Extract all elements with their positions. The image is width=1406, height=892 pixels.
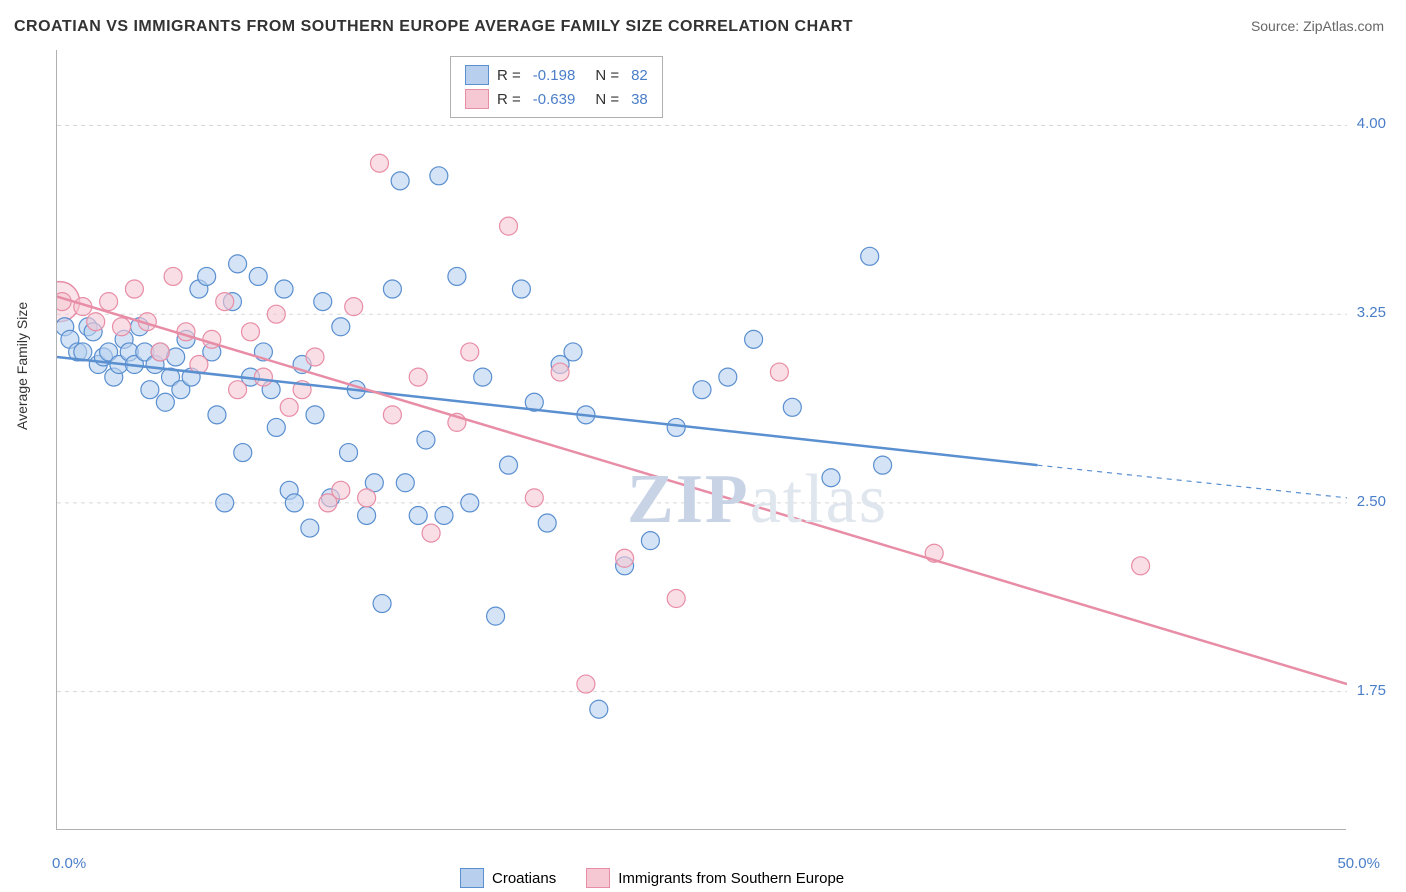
stats-legend-row-0: R = -0.198 N = 82 <box>465 63 648 87</box>
y-tick-label: 3.25 <box>1357 304 1386 321</box>
series-label-0: Croatians <box>492 870 556 887</box>
chart-title: CROATIAN VS IMMIGRANTS FROM SOUTHERN EUR… <box>14 18 853 36</box>
series-swatch-1 <box>586 868 610 888</box>
series-swatch-0 <box>460 868 484 888</box>
y-tick-label: 4.00 <box>1357 115 1386 132</box>
r-label-1: R = <box>497 91 521 108</box>
r-value-0: -0.198 <box>533 67 576 84</box>
legend-swatch-1 <box>465 89 489 109</box>
r-value-1: -0.639 <box>533 91 576 108</box>
chart-container: CROATIAN VS IMMIGRANTS FROM SOUTHERN EUR… <box>0 0 1406 892</box>
series-legend-item-0: Croatians <box>460 868 556 888</box>
y-tick-label: 2.50 <box>1357 493 1386 510</box>
plot-area: ZIPatlas <box>56 50 1346 830</box>
n-label-0: N = <box>595 67 619 84</box>
n-label-1: N = <box>595 91 619 108</box>
r-label-0: R = <box>497 67 521 84</box>
stats-legend-row-1: R = -0.639 N = 38 <box>465 87 648 111</box>
series-label-1: Immigrants from Southern Europe <box>618 870 844 887</box>
n-value-0: 82 <box>631 67 648 84</box>
source-label: Source: ZipAtlas.com <box>1251 18 1384 34</box>
y-tick-label: 1.75 <box>1357 682 1386 699</box>
y-axis-label: Average Family Size <box>14 302 30 430</box>
series-legend: Croatians Immigrants from Southern Europ… <box>460 868 844 888</box>
x-axis-min-label: 0.0% <box>52 855 86 872</box>
series-legend-item-1: Immigrants from Southern Europe <box>586 868 844 888</box>
x-axis-max-label: 50.0% <box>1337 855 1380 872</box>
scatter-plot-svg <box>57 50 1347 830</box>
stats-legend: R = -0.198 N = 82 R = -0.639 N = 38 <box>450 56 663 118</box>
n-value-1: 38 <box>631 91 648 108</box>
legend-swatch-0 <box>465 65 489 85</box>
